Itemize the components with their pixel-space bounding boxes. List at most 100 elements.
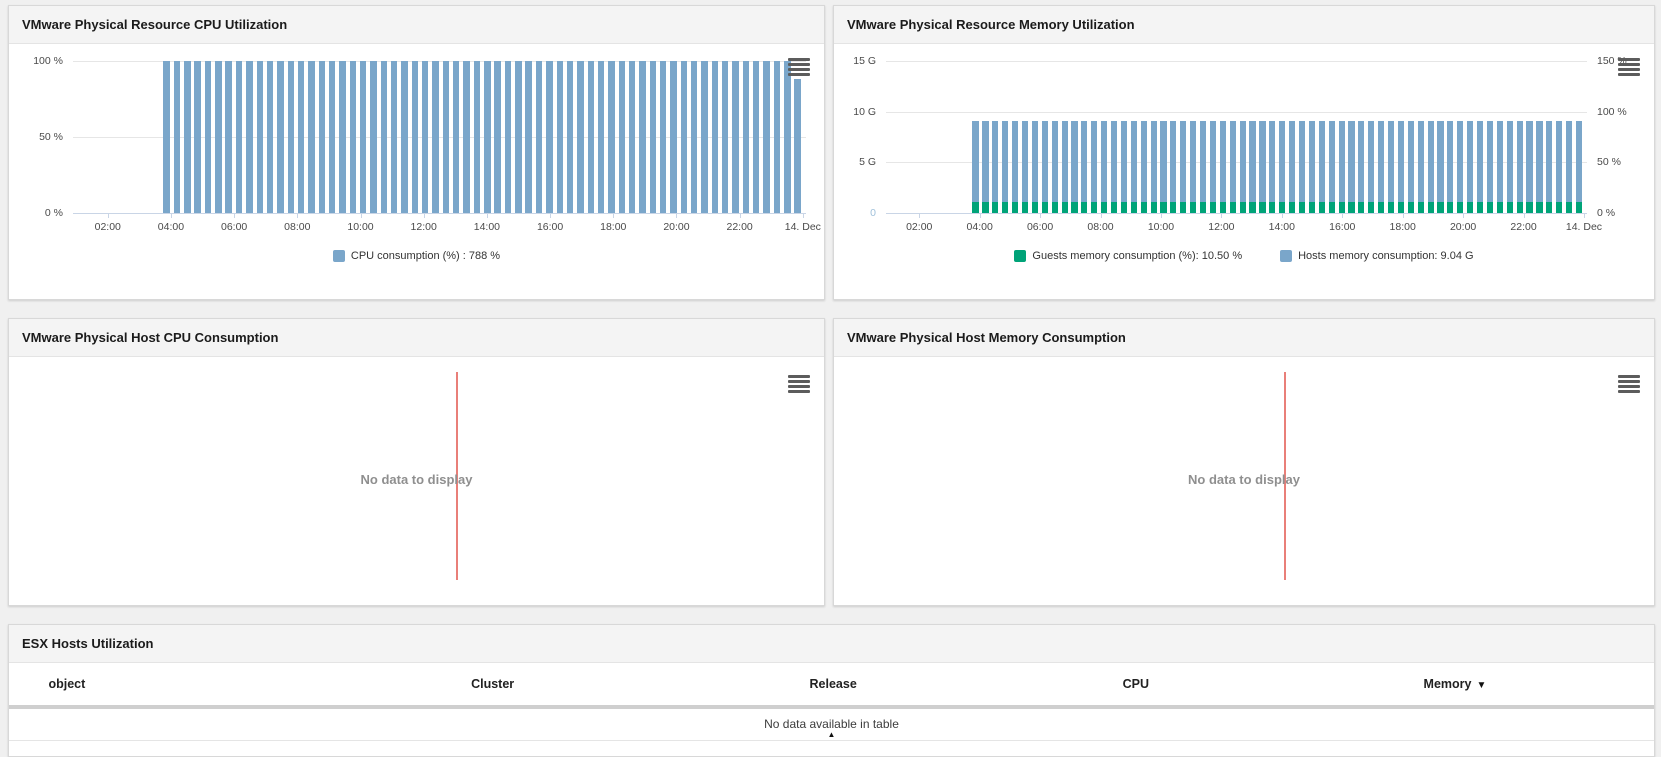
chart-bar bbox=[1239, 121, 1246, 213]
x-axis-label: 20:00 bbox=[1449, 221, 1477, 233]
axis-tick bbox=[234, 213, 236, 218]
chart-bar bbox=[1091, 121, 1098, 213]
x-axis-label: 22:00 bbox=[1510, 221, 1537, 233]
chart-bar bbox=[972, 121, 979, 213]
chart-bar bbox=[411, 61, 419, 213]
chart-bar bbox=[1387, 202, 1395, 213]
chart-bar bbox=[432, 61, 439, 213]
chart-bar bbox=[515, 61, 522, 213]
chart-legend: CPU consumption (%) : 788 % bbox=[9, 250, 824, 262]
chart-bar bbox=[225, 61, 232, 213]
chart-bar bbox=[1170, 202, 1177, 213]
x-axis-label: 10:00 bbox=[347, 221, 374, 233]
chart-bar bbox=[308, 61, 315, 213]
axis-tick bbox=[423, 213, 425, 218]
x-axis-label: 06:00 bbox=[1026, 221, 1054, 233]
chart-bar bbox=[318, 61, 325, 213]
chart-bar bbox=[1477, 202, 1484, 213]
context-menu-icon[interactable] bbox=[788, 375, 810, 393]
chart-bar bbox=[992, 202, 999, 213]
chart-bar bbox=[339, 61, 346, 213]
chart-bar bbox=[204, 61, 212, 213]
chart-bar bbox=[742, 61, 750, 213]
context-menu-icon[interactable] bbox=[1618, 58, 1640, 76]
chart-bar bbox=[1506, 202, 1513, 213]
y-axis-label: 0 % bbox=[1597, 207, 1616, 219]
chart-bar bbox=[1071, 202, 1078, 213]
chart-bar bbox=[1200, 202, 1207, 213]
column-header-cluster[interactable]: Cluster bbox=[471, 677, 515, 691]
panel-memory-utilization: VMware Physical Resource Memory Utilizat… bbox=[833, 5, 1655, 300]
legend-item[interactable]: CPU consumption (%) : 788 % bbox=[332, 250, 500, 262]
chart-bar bbox=[256, 61, 263, 213]
chart-bar bbox=[1110, 121, 1118, 213]
chart-bar bbox=[1289, 121, 1296, 213]
column-header-memory[interactable]: Memory ▼ bbox=[1423, 677, 1487, 691]
chart-bar bbox=[1012, 121, 1019, 213]
chart-bar bbox=[639, 61, 646, 213]
chart-bar bbox=[1269, 202, 1276, 213]
chart-bar bbox=[1259, 121, 1266, 213]
context-menu-icon[interactable] bbox=[1618, 375, 1640, 393]
chart-bar bbox=[1289, 202, 1296, 213]
chart-bar bbox=[1279, 121, 1286, 213]
chart-bar bbox=[608, 61, 615, 213]
axis-tick bbox=[979, 213, 981, 218]
chart-bar bbox=[794, 79, 801, 213]
chart-bar bbox=[235, 61, 243, 213]
chart-bar bbox=[1457, 202, 1464, 213]
x-axis-label: 04:00 bbox=[157, 221, 185, 233]
chart-bar bbox=[1061, 202, 1068, 213]
x-axis-label: 14:00 bbox=[1268, 221, 1295, 233]
chart-bar bbox=[711, 61, 719, 213]
column-header-cpu[interactable]: CPU bbox=[1122, 677, 1150, 691]
axis-tick bbox=[550, 213, 552, 218]
gridline bbox=[73, 61, 806, 62]
y-axis-label: 0 bbox=[870, 207, 876, 219]
column-header-object[interactable]: object bbox=[48, 677, 86, 691]
chart-bar bbox=[1140, 121, 1147, 213]
chart-bar bbox=[1467, 121, 1474, 213]
panel-title-host-cpu-consumption: VMware Physical Host CPU Consumption bbox=[9, 319, 824, 357]
chart-bar bbox=[1308, 202, 1315, 213]
chart-bar bbox=[1200, 121, 1207, 213]
chart-bar bbox=[1328, 202, 1335, 213]
x-axis-label: 10:00 bbox=[1147, 221, 1175, 233]
chart-bar bbox=[246, 61, 253, 213]
chart-bar bbox=[753, 61, 760, 213]
chart-bar bbox=[473, 61, 481, 213]
chart-bar bbox=[649, 61, 657, 213]
chart-bar bbox=[194, 61, 201, 213]
chart-bar bbox=[1486, 202, 1494, 213]
legend-item[interactable]: Hosts memory consumption: 9.04 G bbox=[1280, 250, 1474, 262]
chart-bar bbox=[1358, 202, 1365, 213]
legend-label: Guests memory consumption (%): 10.50 % bbox=[1032, 250, 1243, 262]
chart-bar bbox=[1239, 202, 1246, 213]
chart-bar bbox=[1318, 121, 1325, 213]
chart-bar bbox=[1190, 202, 1197, 213]
chart-bar bbox=[1506, 121, 1513, 213]
axis-tick bbox=[1523, 213, 1525, 218]
chart-bar bbox=[1279, 202, 1286, 213]
chart-bar bbox=[1546, 121, 1553, 213]
context-menu-icon[interactable] bbox=[788, 58, 810, 76]
gridline bbox=[886, 162, 1587, 164]
table-scroll-up-icon[interactable]: ▲ bbox=[827, 730, 836, 739]
chart-bar bbox=[1209, 202, 1217, 213]
chart-bar bbox=[1249, 121, 1256, 213]
chart-bar bbox=[1397, 202, 1404, 213]
legend-swatch bbox=[332, 250, 345, 262]
x-axis-label: 14. Dec bbox=[784, 221, 821, 233]
chart-bar bbox=[1566, 202, 1573, 213]
panel-title-host-memory-consumption: VMware Physical Host Memory Consumption bbox=[834, 319, 1654, 357]
chart-bar bbox=[722, 61, 729, 213]
x-axis-label: 16:00 bbox=[1329, 221, 1356, 233]
chart-bar bbox=[1546, 202, 1553, 213]
chart-bar bbox=[1012, 202, 1019, 213]
plot-marker-line bbox=[1284, 372, 1286, 580]
column-header-release[interactable]: Release bbox=[809, 677, 857, 691]
chart-bar bbox=[1071, 121, 1078, 213]
sort-desc-icon: ▼ bbox=[1476, 680, 1487, 691]
legend-item[interactable]: Guests memory consumption (%): 10.50 % bbox=[1014, 250, 1242, 262]
